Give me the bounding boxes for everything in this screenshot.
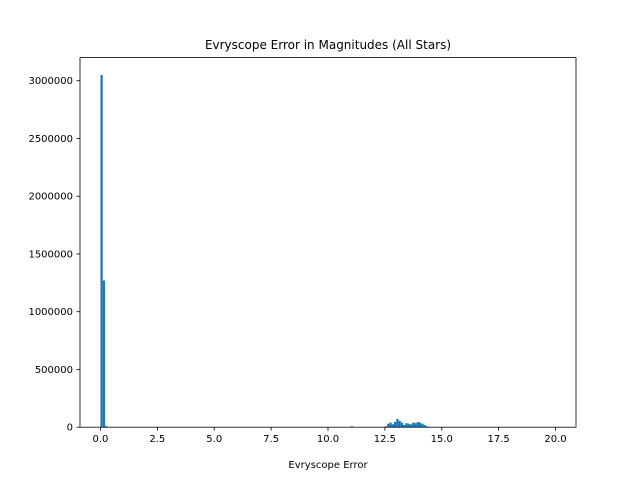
histogram-bars: [100, 74, 429, 428]
x-tick-label: 0.0: [93, 434, 109, 445]
histogram-bar: [100, 74, 103, 428]
x-tick-label: 10.0: [317, 434, 339, 445]
histogram-bar: [407, 423, 410, 428]
y-tick-label: 3000000: [28, 76, 73, 87]
histogram-bar: [396, 418, 399, 428]
y-tick-label: 2500000: [28, 134, 73, 145]
histogram-bar: [350, 426, 354, 428]
chart-title: Evryscope Error in Magnitudes (All Stars…: [205, 38, 451, 52]
y-tick-label: 0: [67, 423, 73, 434]
histogram-bar: [398, 420, 401, 428]
histogram-bar: [384, 426, 388, 428]
x-tick-label: 7.5: [263, 434, 279, 445]
histogram-bar: [387, 423, 390, 428]
histogram-bar: [403, 424, 406, 428]
histogram-bar: [105, 426, 108, 428]
histogram-bar: [423, 425, 426, 428]
histogram-bar: [389, 422, 392, 428]
histogram-bar: [414, 423, 417, 428]
x-tick-label: 5.0: [206, 434, 222, 445]
x-tick-label: 17.5: [488, 434, 510, 445]
histogram-bar: [405, 423, 408, 428]
y-tick-label: 500000: [35, 365, 73, 376]
histogram-bar: [393, 422, 397, 428]
histogram-bar: [425, 426, 429, 428]
x-tick-label: 12.5: [374, 434, 396, 445]
histogram-bar: [391, 424, 394, 428]
histogram-bar: [412, 422, 415, 428]
y-tick-label: 2000000: [28, 192, 73, 203]
x-axis-ticks: 0.0 2.5 5.0 7.5 10.0 12.5 15.0 17.5 20.0: [93, 427, 567, 445]
x-axis-label: Evryscope Error: [288, 460, 368, 471]
histogram-bar: [416, 422, 420, 428]
histogram-bar: [102, 280, 106, 428]
x-tick-label: 15.0: [431, 434, 453, 445]
histogram-bar: [421, 423, 424, 428]
histogram-bar: [400, 422, 404, 428]
x-tick-label: 2.5: [149, 434, 165, 445]
y-tick-label: 1000000: [28, 307, 73, 318]
histogram-bar: [419, 422, 422, 428]
histogram-bar: [409, 424, 413, 428]
x-tick-label: 20.0: [544, 434, 566, 445]
y-tick-label: 1500000: [28, 249, 73, 260]
y-axis-ticks: 0 500000 1000000 1500000 2000000 2500000 30000…: [28, 76, 80, 434]
